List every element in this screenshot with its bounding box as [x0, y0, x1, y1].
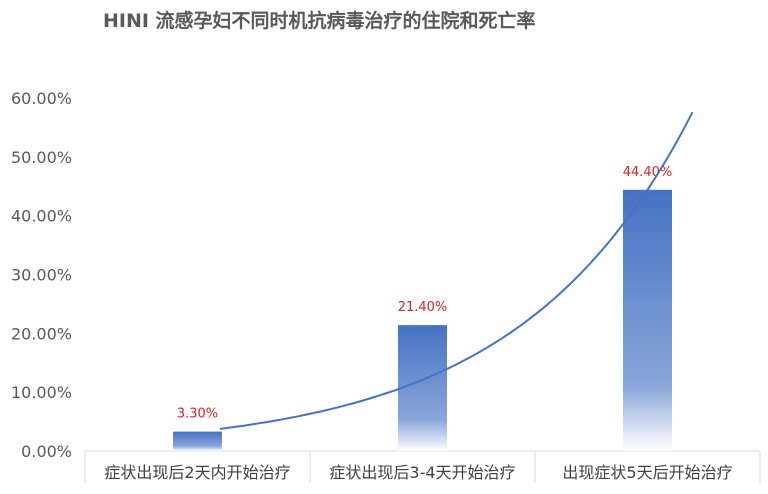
data-label: 44.40%: [623, 165, 673, 180]
data-label: 3.30%: [177, 407, 218, 422]
y-tick-label: 0.00%: [21, 442, 72, 461]
trendline: [219, 111, 694, 430]
bar: [173, 431, 222, 451]
category-label: 症状出现后2天内开始治疗: [104, 463, 290, 482]
chart-title: HINI 流感孕妇不同时机抗病毒治疗的住院和死亡率: [103, 10, 536, 32]
y-tick-label: 40.00%: [11, 207, 72, 226]
y-tick-label: 10.00%: [11, 383, 72, 402]
category-label: 出现症状5天后开始治疗: [562, 463, 732, 482]
y-tick-label: 60.00%: [11, 89, 72, 108]
bar: [623, 189, 672, 451]
y-tick-label: 50.00%: [11, 148, 72, 167]
data-label: 21.40%: [398, 300, 448, 315]
category-label: 症状出现后3-4天开始治疗: [329, 463, 515, 482]
y-tick-label: 30.00%: [11, 266, 72, 285]
bar: [398, 325, 447, 451]
y-tick-label: 20.00%: [11, 324, 72, 343]
